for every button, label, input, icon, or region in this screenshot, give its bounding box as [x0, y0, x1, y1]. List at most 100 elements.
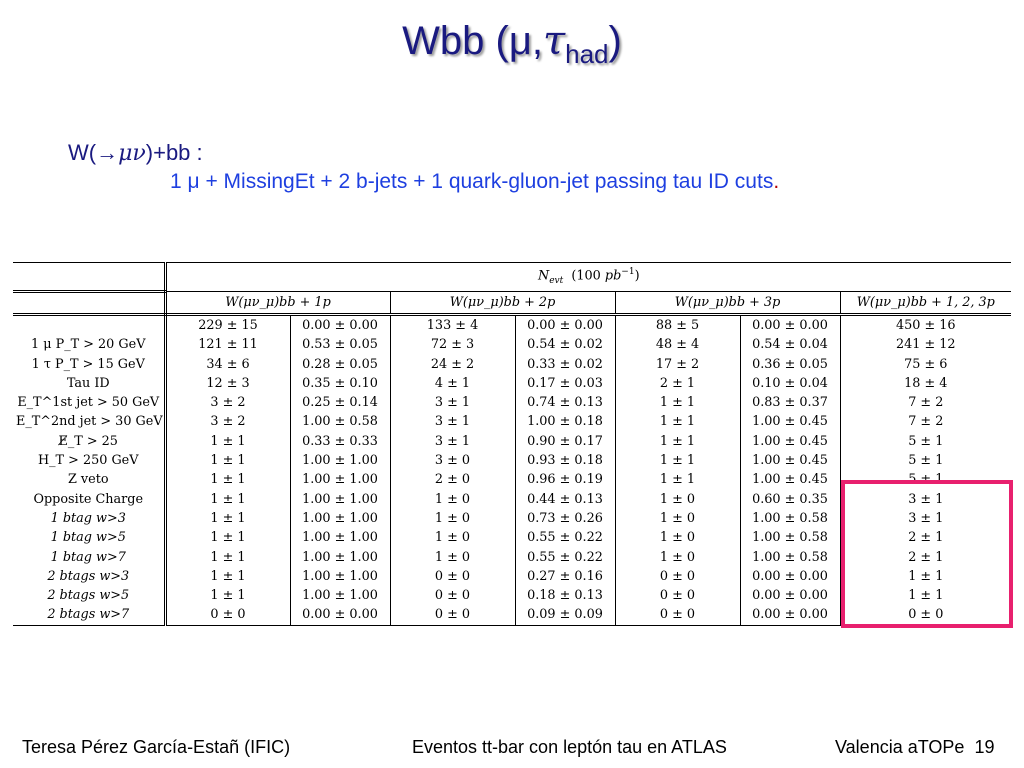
table-cell: 1.00 ± 0.45: [739, 450, 840, 471]
table-cell: 1 ± 1: [614, 431, 740, 451]
table-row: Opposite Charge 1 ± 1 1.00 ± 1.00 1 ± 0 0.44…: [13, 489, 1012, 509]
table-cell: 3 ± 2: [163, 412, 290, 432]
table-cell: 0.96 ± 0.19: [514, 470, 615, 490]
table-row: 1 btag w>5 1 ± 1 1.00 ± 1.00 1 ± 0 0.55 ± 0.…: [13, 528, 1012, 548]
table-cell: 0.00 ± 0.00: [739, 314, 840, 336]
table-cell: 17 ± 2: [614, 354, 740, 374]
table-cell: 0 ± 0: [614, 585, 740, 606]
row-label: 2 btags w>7: [13, 605, 167, 626]
table-cell: 1 ± 1: [163, 528, 290, 548]
table-cell: 0.33 ± 0.33: [289, 431, 390, 451]
table-row: 2 btags w>5 1 ± 1 1.00 ± 1.00 0 ± 0 0.18 ± 0…: [13, 585, 1012, 606]
table-cell: 3 ± 1: [839, 489, 1012, 509]
table-cell: 241 ± 12: [839, 335, 1012, 355]
row-label: 1 btag w>3: [13, 508, 167, 529]
table-cell: 1.00 ± 1.00: [289, 489, 390, 509]
table-cell: 1.00 ± 0.45: [739, 412, 840, 432]
column-header-4: W(μν_μ)bb + 1, 2, 3p: [839, 291, 1012, 316]
table-row: 1 btag w>3 1 ± 1 1.00 ± 1.00 1 ± 0 0.73 ± 0.…: [13, 508, 1012, 529]
table-cell: 1 ± 1: [839, 566, 1012, 586]
table-cell: 0.00 ± 0.00: [739, 585, 840, 606]
table-cell: 229 ± 15: [163, 314, 290, 336]
arrow-icon: →: [96, 140, 119, 165]
table-cell: 2 ± 1: [614, 373, 740, 393]
table-cell: 1 ± 0: [614, 508, 740, 529]
column-header-1: W(μν_μ)bb + 1p: [163, 291, 390, 316]
table-cell: 1.00 ± 0.58: [739, 547, 840, 567]
table-cell: 0.17 ± 0.03: [514, 373, 615, 393]
table-cell: 3 ± 1: [839, 508, 1012, 529]
table-cell: 0 ± 0: [614, 566, 740, 586]
table-cell: 450 ± 16: [839, 314, 1012, 336]
table-row: E̸_T > 25 1 ± 1 0.33 ± 0.33 3 ± 1 0.90 ± 0.1…: [13, 431, 1012, 451]
table-cell: 1 ± 1: [614, 470, 740, 490]
table-cell: 1 ± 0: [614, 547, 740, 567]
table-cell: 1 ± 1: [163, 431, 290, 451]
row-label: E̸_T > 25: [13, 431, 167, 451]
table-cell: 24 ± 2: [389, 354, 515, 374]
table-row: 1 μ P_T > 20 GeV 121 ± 11 0.53 ± 0.05 72 ± …: [13, 335, 1012, 355]
table-cell: 1.00 ± 0.18: [514, 412, 615, 432]
table-cell: 133 ± 4: [389, 314, 515, 336]
selection-line: 1 μ + MissingEt + 2 b-jets + 1 quark-glu…: [170, 170, 780, 193]
table-cell: 1.00 ± 1.00: [289, 470, 390, 490]
row-label: 2 btags w>3: [13, 566, 167, 586]
table-cell: 1 ± 0: [389, 489, 515, 509]
table-cell: 0.55 ± 0.22: [514, 528, 615, 548]
row-label: Z veto: [13, 470, 167, 490]
table-cell: 1 ± 0: [389, 508, 515, 529]
table-cell: 1 ± 1: [614, 393, 740, 413]
row-label: 1 btag w>7: [13, 547, 167, 567]
table-cell: 3 ± 0: [389, 450, 515, 471]
table-cell: 1.00 ± 0.58: [739, 528, 840, 548]
table-cell: 4 ± 1: [389, 373, 515, 393]
table-cell: 18 ± 4: [839, 373, 1012, 393]
table-row: 229 ± 15 0.00 ± 0.00 133 ± 4 0.00 ± 0.00 88 …: [13, 314, 1012, 336]
table-cell: 48 ± 4: [614, 335, 740, 355]
table-cell: 1 ± 0: [614, 528, 740, 548]
table-cell: 72 ± 3: [389, 335, 515, 355]
table-cell: 0.36 ± 0.05: [739, 354, 840, 374]
table-cell: 0.00 ± 0.00: [739, 566, 840, 586]
row-label: E_T^2nd jet > 30 GeV: [13, 412, 167, 432]
table-cell: 1.00 ± 0.45: [739, 431, 840, 451]
table-cell: 0.60 ± 0.35: [739, 489, 840, 509]
table-cell: 7 ± 2: [839, 393, 1012, 413]
table-cell: 7 ± 2: [839, 412, 1012, 432]
table-cell: 0 ± 0: [163, 605, 290, 626]
row-label: Opposite Charge: [13, 489, 167, 509]
table-cell: 0.53 ± 0.05: [289, 335, 390, 355]
table-cell: 0.09 ± 0.09: [514, 605, 615, 626]
table-cell: 1.00 ± 1.00: [289, 528, 390, 548]
footer-venue: Valencia aTOPe 19: [835, 737, 995, 757]
row-label: 1 μ P_T > 20 GeV: [13, 335, 167, 355]
table-cell: 3 ± 2: [163, 393, 290, 413]
table-cell: 0.73 ± 0.26: [514, 508, 615, 529]
table-cell: 1.00 ± 1.00: [289, 566, 390, 586]
table-cell: 0.35 ± 0.10: [289, 373, 390, 393]
table-cell: 0 ± 0: [389, 605, 515, 626]
table-cell: 12 ± 3: [163, 373, 290, 393]
table-cell: 0.00 ± 0.00: [514, 314, 615, 336]
row-label: 2 btags w>5: [13, 585, 167, 606]
footer-author: Teresa Pérez García-Estañ (IFIC): [22, 737, 291, 757]
footer-talk-title: Eventos tt-bar con leptón tau en ATLAS: [412, 737, 727, 757]
table-cell: 0.44 ± 0.13: [514, 489, 615, 509]
table-cell: 0.93 ± 0.18: [514, 450, 615, 471]
table-cell: 0.00 ± 0.00: [289, 605, 390, 626]
table-row: Tau ID 12 ± 3 0.35 ± 0.10 4 ± 1 0.17 ± 0.03 2…: [13, 373, 1012, 393]
table-cell: 0.90 ± 0.17: [514, 431, 615, 451]
row-label: 1 τ P_T > 15 GeV: [13, 354, 167, 374]
table-row: 2 btags w>7 0 ± 0 0.00 ± 0.00 0 ± 0 0.09 ± 0…: [13, 605, 1012, 626]
table-cell: 2 ± 0: [389, 470, 515, 490]
table-cell: 1 ± 1: [614, 412, 740, 432]
table-cell: 0 ± 0: [389, 585, 515, 606]
table-cell: 1 ± 1: [163, 508, 290, 529]
table-cell: 0.18 ± 0.13: [514, 585, 615, 606]
table-cell: 1.00 ± 1.00: [289, 585, 390, 606]
table-cell: 3 ± 1: [389, 431, 515, 451]
row-label: [13, 314, 167, 336]
table-cell: 0.27 ± 0.16: [514, 566, 615, 586]
table-cell: 0.33 ± 0.02: [514, 354, 615, 374]
slide-title: Wbb (μ,τhad): [402, 18, 622, 69]
